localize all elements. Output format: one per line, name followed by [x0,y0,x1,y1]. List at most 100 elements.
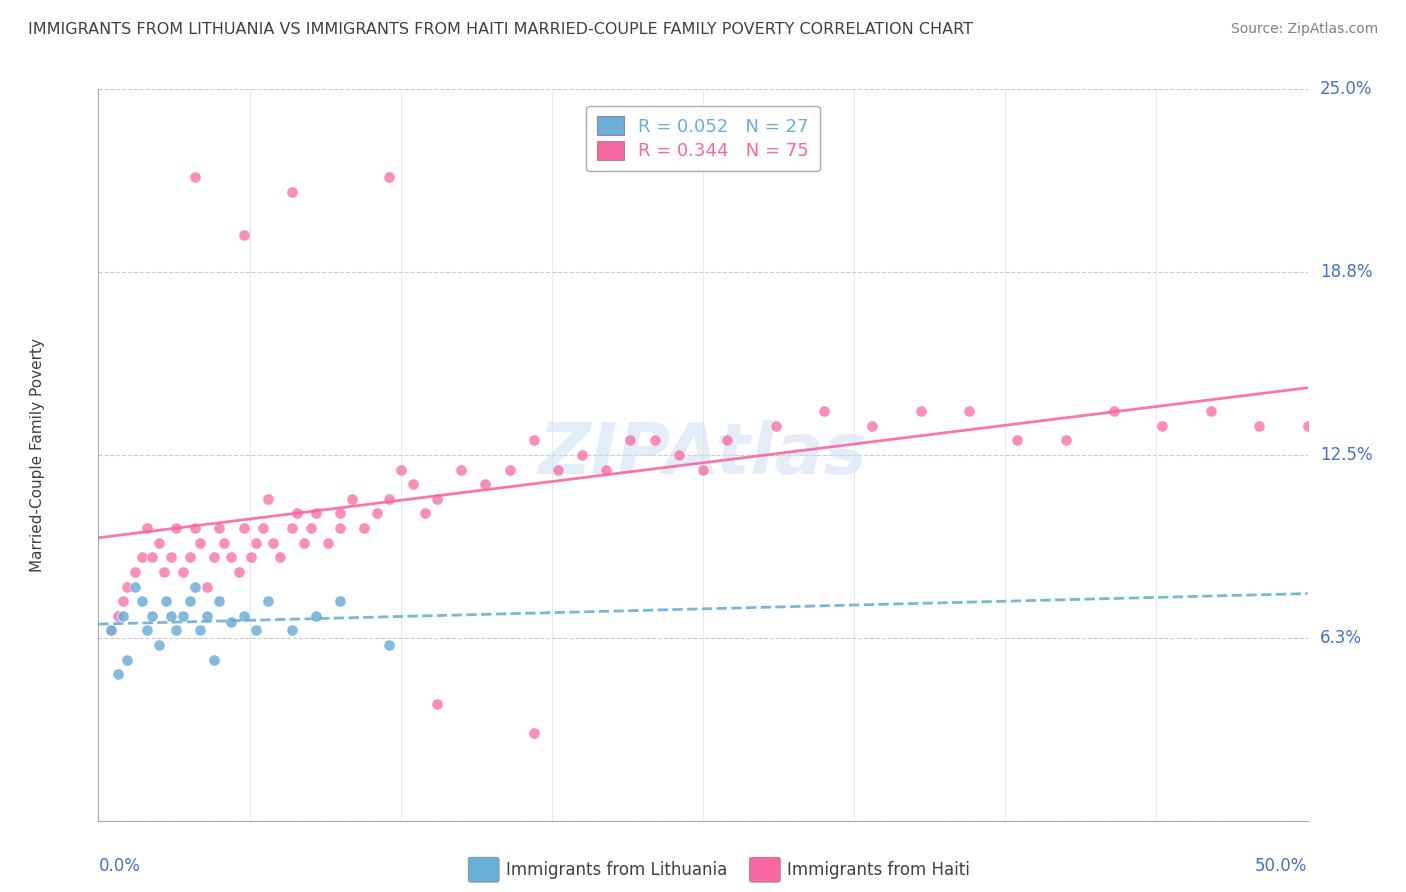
Point [160,608,183,623]
Point [152,565,174,579]
Point [179,594,201,608]
Point [245,535,267,549]
Text: Source: ZipAtlas.com: Source: ZipAtlas.com [1230,22,1378,37]
Point [228,565,250,579]
Text: IMMIGRANTS FROM LITHUANIA VS IMMIGRANTS FROM HAITI MARRIED-COUPLE FAMILY POVERTY: IMMIGRANTS FROM LITHUANIA VS IMMIGRANTS … [28,22,973,37]
Point [100,624,122,638]
Point [252,521,274,535]
Point [131,594,153,608]
Point [1054,434,1077,448]
Point [1199,404,1222,418]
Point [172,608,194,623]
Point [221,615,243,629]
Point [111,594,134,608]
Point [474,477,496,491]
Text: Immigrants from Haiti: Immigrants from Haiti [787,861,970,879]
Point [262,535,284,549]
Point [1296,418,1319,433]
Point [426,491,449,506]
Point [107,667,129,681]
Point [547,462,569,476]
Point [1102,404,1125,418]
Point [184,580,207,594]
Point [498,462,520,476]
Text: 50.0%: 50.0% [1256,857,1308,875]
Text: 18.8%: 18.8% [1320,263,1372,281]
Point [329,521,352,535]
Point [188,624,211,638]
Point [571,448,593,462]
Point [232,228,254,243]
Point [413,507,436,521]
Point [148,535,170,549]
Point [232,608,254,623]
Point [765,418,787,433]
Point [172,565,194,579]
Point [165,624,187,638]
Point [165,521,187,535]
Point [232,521,254,535]
Point [860,418,883,433]
Point [281,624,304,638]
Point [716,434,738,448]
Text: 6.3%: 6.3% [1320,629,1361,647]
Point [124,565,146,579]
Point [204,550,226,565]
Point [212,535,235,549]
Point [389,462,412,476]
Point [305,608,328,623]
Point [619,434,641,448]
Point [155,594,177,608]
Point [117,580,139,594]
Point [450,462,472,476]
Point [377,638,399,652]
Point [299,521,322,535]
Point [377,169,399,184]
Point [329,507,352,521]
Text: ZIPAtlas: ZIPAtlas [538,420,868,490]
Point [402,477,425,491]
Point [239,550,262,565]
Point [377,491,399,506]
Point [910,404,932,418]
Point [281,521,304,535]
Point [160,550,183,565]
Point [292,535,315,549]
Text: 25.0%: 25.0% [1320,80,1372,98]
Point [117,653,139,667]
Point [179,550,201,565]
Point [124,580,146,594]
Text: 12.5%: 12.5% [1320,446,1372,464]
Point [595,462,617,476]
Point [100,624,122,638]
Point [523,726,546,740]
Point [141,550,163,565]
Point [111,608,134,623]
Point [135,521,157,535]
Point [208,594,231,608]
Point [523,434,546,448]
Point [188,535,211,549]
Point [366,507,388,521]
Point [269,550,291,565]
Point [285,507,308,521]
Point [221,550,243,565]
Point [353,521,375,535]
Point [195,608,218,623]
Point [305,507,328,521]
Point [148,638,170,652]
Point [316,535,339,549]
Legend: R = 0.052   N = 27, R = 0.344   N = 75: R = 0.052 N = 27, R = 0.344 N = 75 [586,105,820,171]
Point [813,404,835,418]
Point [204,653,226,667]
Point [957,404,980,418]
Point [1152,418,1174,433]
Point [131,550,153,565]
Point [281,185,304,199]
Text: 0.0%: 0.0% [98,857,141,875]
Point [644,434,666,448]
Point [245,624,267,638]
Text: Married-Couple Family Poverty: Married-Couple Family Poverty [31,338,45,572]
Point [1007,434,1029,448]
Point [195,580,218,594]
